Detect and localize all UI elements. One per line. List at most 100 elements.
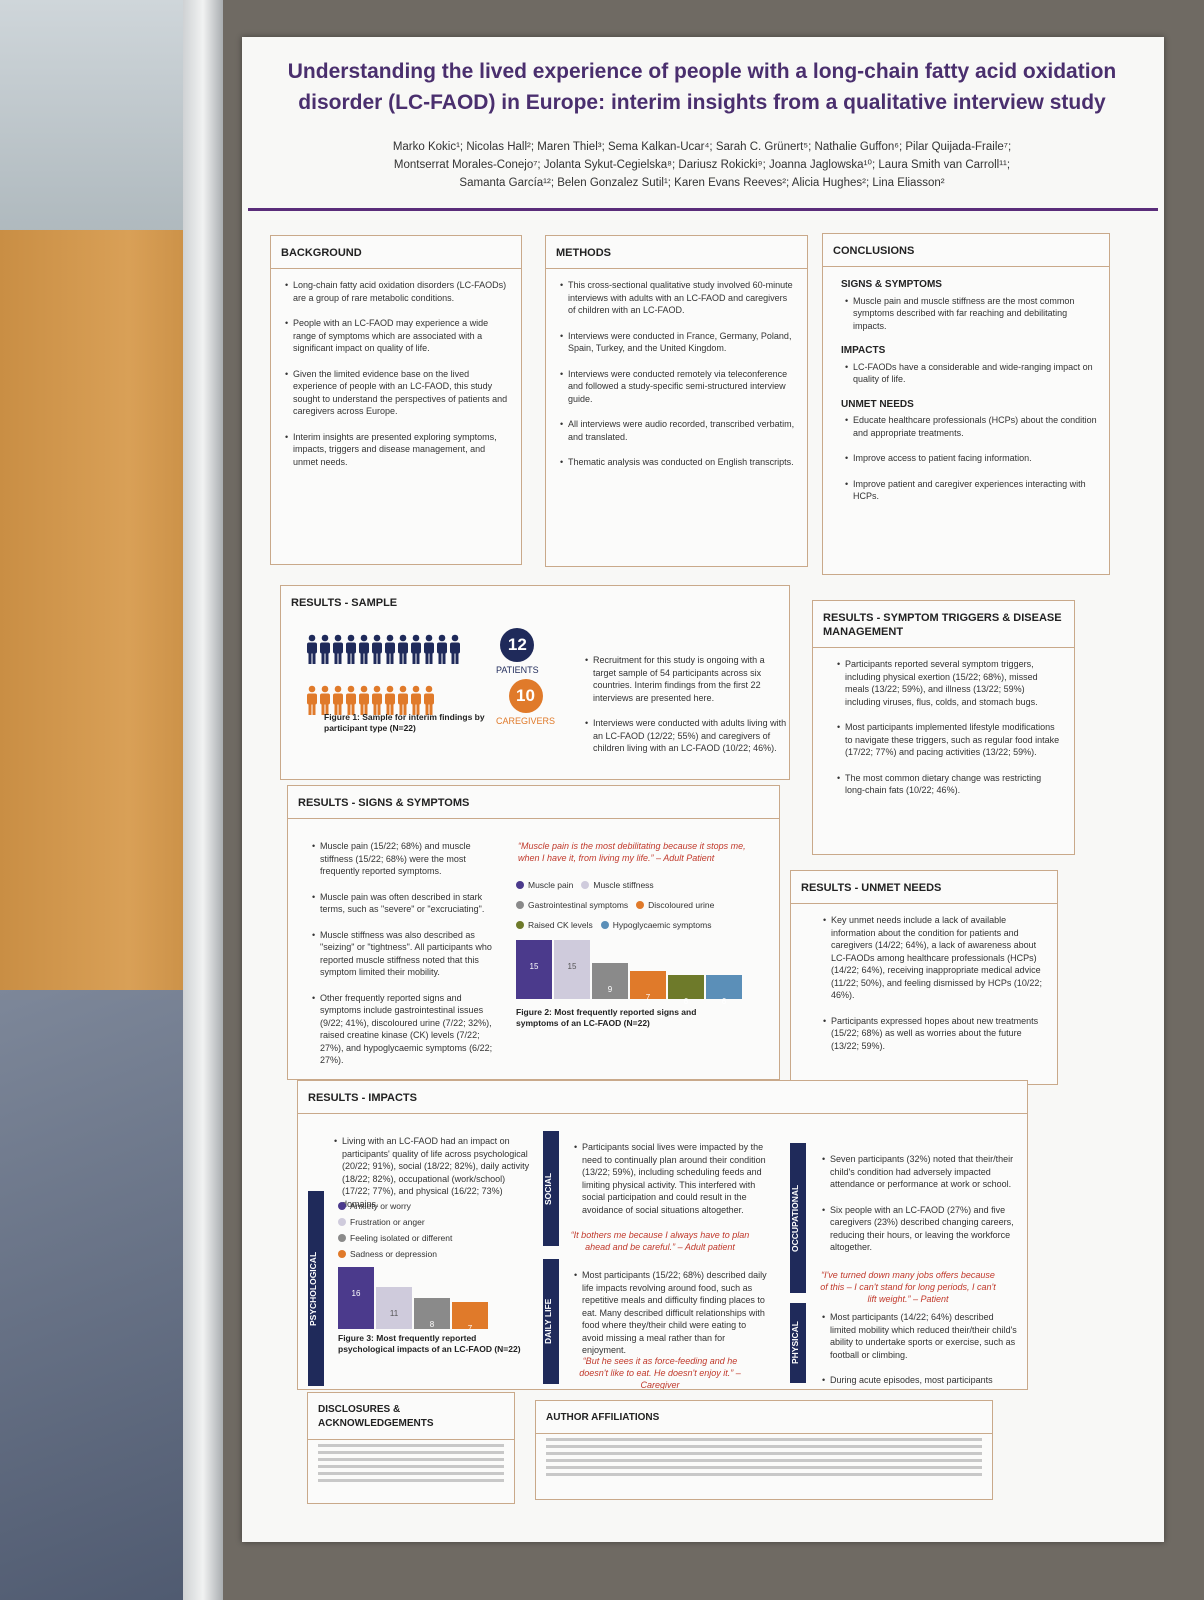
text-line: Samanta García¹²; Belen Gonzalez Sutil¹;… (459, 177, 945, 189)
person-icon (346, 634, 356, 664)
bullet: Interim insights are presented exploring… (285, 431, 509, 469)
legend-item: Frustration or anger (338, 1217, 520, 1227)
person-icon (359, 634, 369, 664)
value-label: 11 (389, 1308, 399, 1318)
section-heading: RESULTS - SYMPTOM TRIGGERS & DISEASE MAN… (813, 601, 1074, 648)
conclusions-box: CONCLUSIONS SIGNS & SYMPTOMS Muscle pain… (822, 233, 1110, 575)
bullet-list: LC-FAODs have a considerable and wide-ra… (845, 361, 1097, 386)
bar: 15 (516, 940, 552, 999)
count-circle: 10 (508, 679, 543, 713)
bullet: Seven participants (32%) noted that thei… (822, 1153, 1020, 1191)
domain-label: DAILY LIFE (543, 1259, 559, 1384)
bullet: During acute episodes, most participants… (822, 1374, 1020, 1389)
bar: 7 (452, 1302, 488, 1333)
section-body: Muscle pain (15/22; 68%) and muscle stif… (298, 830, 517, 1079)
person-icon (307, 634, 317, 664)
value-label: 15 (567, 962, 577, 971)
section-heading: RESULTS - IMPACTS (298, 1081, 1027, 1114)
person-icon (411, 685, 421, 715)
board-frame (183, 0, 223, 1600)
person-icon (398, 685, 408, 715)
legend-item: Discoloured urine (636, 900, 714, 910)
quote: “Muscle pain is the most debilitating be… (518, 841, 746, 863)
legend: Muscle pain Muscle stiffness Gastrointesti… (516, 876, 766, 936)
section-heading: DISCLOSURES & ACKNOWLEDGEMENTS (308, 1393, 514, 1440)
legend-item: Muscle pain (516, 880, 573, 890)
legend-label: Anxiety or worry (350, 1201, 411, 1211)
bullet: Given the limited evidence base on the l… (285, 368, 509, 418)
person-group (306, 685, 435, 715)
domain-label: PHYSICAL (790, 1303, 806, 1383)
icon-row (306, 634, 486, 669)
bullet: Improve access to patient facing informa… (845, 452, 1097, 465)
legend-swatch (516, 881, 524, 889)
person-group (306, 634, 461, 664)
disclosures-box: DISCLOSURES & ACKNOWLEDGEMENTS (307, 1392, 515, 1504)
unmet-box: RESULTS - UNMET NEEDS Key unmet needs in… (790, 870, 1058, 1085)
section-heading: RESULTS - SAMPLE (291, 597, 398, 609)
person-icon (372, 634, 382, 664)
value-label: 6 (683, 997, 689, 1007)
fine-print (318, 1451, 504, 1454)
bullet: Most participants (14/22; 64%) described… (822, 1311, 1020, 1361)
bullet: Living with an LC-FAOD had an impact on … (334, 1135, 532, 1210)
fine-print (318, 1444, 504, 1447)
section-body: Participants social lives were impacted … (560, 1131, 779, 1235)
authors: Marko Kokic¹; Nicolas Hall²; Maren Thiel… (262, 138, 1142, 192)
person-icon (372, 685, 382, 715)
group-title: IMPACTS (841, 345, 886, 356)
section-body: Participants reported several symptom tr… (813, 648, 1074, 816)
section-body: SIGNS & SYMPTOMS Muscle pain and muscle … (823, 267, 1109, 522)
figure-2: Muscle pain Muscle stiffness Gastrointesti… (516, 876, 766, 1029)
person-icon (346, 685, 356, 715)
group-title: UNMET NEEDS (841, 398, 914, 410)
bullet: Most participants implemented lifestyle … (837, 721, 1062, 759)
bullet: Participants social lives were impacted … (574, 1141, 767, 1216)
section-body: Seven participants (32%) noted that thei… (808, 1143, 1027, 1273)
count-label: PATIENTS (496, 665, 539, 675)
bar: 9 (592, 963, 628, 999)
value-label: 8 (429, 1320, 435, 1330)
quote: “It bothers me because I always have to … (570, 1230, 750, 1252)
bullet: Other frequently reported signs and symp… (312, 992, 505, 1067)
section-body: Key unmet needs include a lack of availa… (791, 904, 1057, 1071)
value-label: 7 (645, 993, 651, 1003)
background-box: BACKGROUND Long-chain fatty acid oxidati… (270, 235, 522, 565)
fine-print (318, 1479, 504, 1482)
bullet: People with an LC-FAOD may experience a … (285, 317, 509, 355)
bullet: Muscle pain was often described in stark… (312, 891, 505, 916)
figure-caption: Figure 1: Sample for interim findings by… (324, 712, 485, 733)
text-line: Marko Kokic¹; Nicolas Hall²; Maren Thiel… (392, 141, 1012, 153)
legend-swatch (338, 1202, 346, 1210)
impacts-box: RESULTS - IMPACTS PSYCHOLOGICAL Living w… (297, 1080, 1028, 1390)
wall (0, 0, 215, 240)
legend-label: Muscle stiffness (593, 880, 654, 890)
fine-print (318, 1458, 504, 1461)
legend-label: Frustration or anger (350, 1217, 425, 1227)
section-heading: METHODS (546, 236, 807, 269)
signs-box: RESULTS - SIGNS & SYMPTOMS Muscle pain (… (287, 785, 780, 1080)
figure-caption: Figure 3: Most frequently reported psych… (338, 1333, 521, 1355)
person-icon (333, 634, 343, 664)
section-body: Most participants (15/22; 68%) described… (560, 1259, 779, 1376)
bar: 6 (668, 975, 704, 1006)
legend-item: Anxiety or worry (338, 1201, 520, 1211)
legend-label: Feeling isolated or different (350, 1233, 453, 1243)
fine-print (546, 1473, 982, 1476)
carpet (0, 990, 215, 1600)
person-icon (320, 685, 330, 715)
legend-swatch (338, 1234, 346, 1242)
legend-item: Feeling isolated or different (338, 1233, 520, 1243)
legend-swatch (636, 901, 645, 909)
poster-title: Understanding the lived experience of pe… (287, 60, 1117, 114)
bullet: Muscle stiffness was also described as "… (312, 929, 505, 979)
count-circle: 12 (500, 628, 535, 662)
legend-swatch (338, 1218, 346, 1226)
value-label: 16 (351, 1289, 361, 1298)
legend: Anxiety or worry Frustration or anger Feel… (338, 1201, 528, 1265)
triggers-box: RESULTS - SYMPTOM TRIGGERS & DISEASE MAN… (812, 600, 1075, 855)
bullet: Long-chain fatty acid oxidation disorder… (285, 279, 509, 304)
bullet: Muscle pain (15/22; 68%) and muscle stif… (312, 840, 505, 878)
person-icon (424, 685, 434, 715)
legend-label: Muscle pain (528, 880, 574, 890)
